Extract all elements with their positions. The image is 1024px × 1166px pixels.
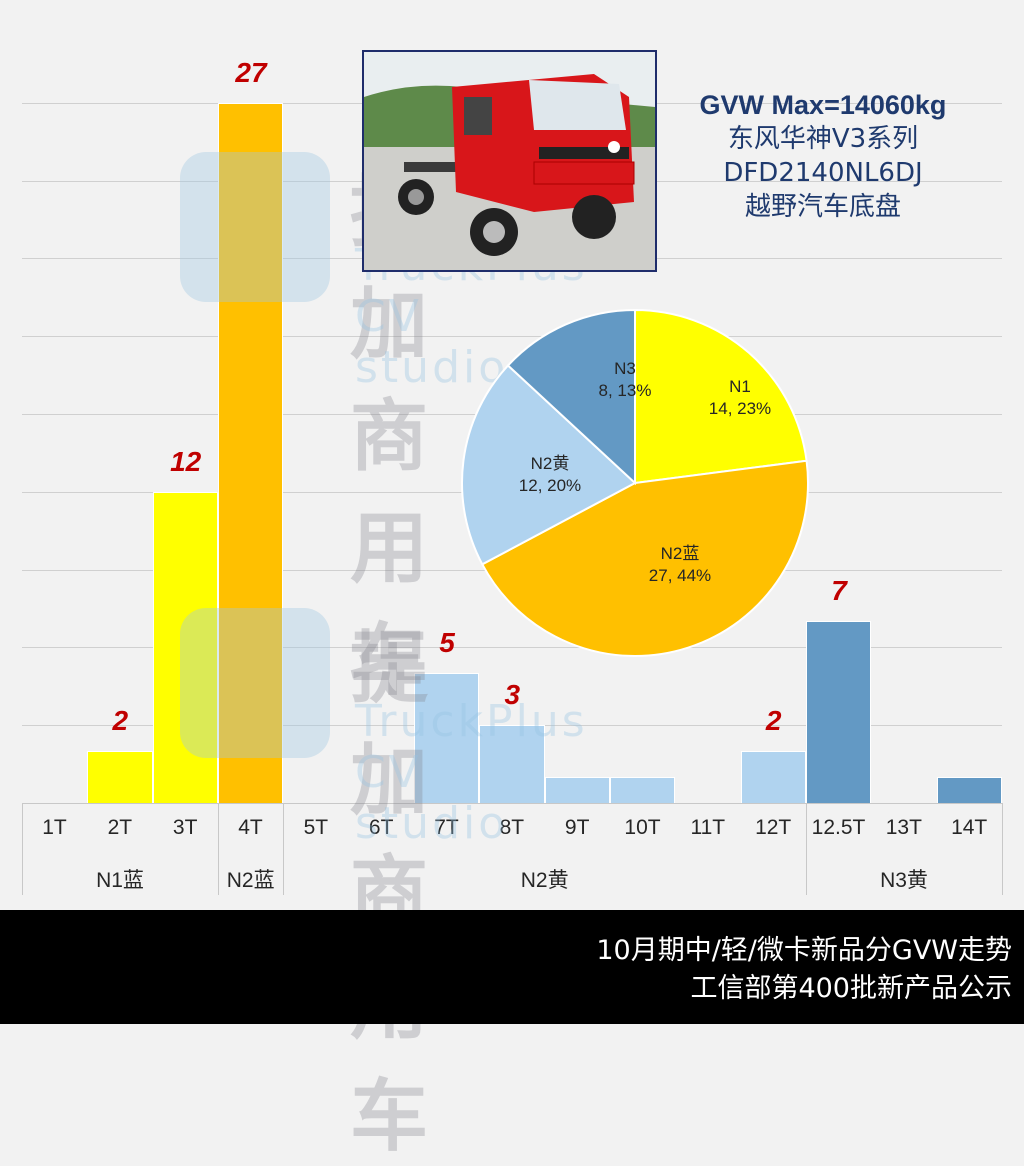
bar-chart: 1T 2 2T 12 3T 27 4T 5T 6T 5 7T 3 8T 9T 10T 11T 2 12T 7 12.5…: [22, 56, 1003, 895]
bar-value-label: 7: [831, 575, 847, 607]
bar-value-label: 5: [439, 627, 455, 659]
pie-slice-label: N2蓝 27, 44%: [648, 544, 712, 585]
x-tick-label: 10T: [624, 816, 661, 839]
truck-image-icon: [364, 52, 655, 270]
x-tick-label: 14T: [951, 816, 988, 839]
pie-slice-N2黄: [461, 364, 637, 566]
group-separator: [806, 803, 807, 895]
bar-value-label: 3: [504, 679, 521, 711]
group-separator: [218, 803, 219, 895]
bar-14T: [936, 777, 1002, 803]
bar-8T: [479, 725, 545, 803]
bar-3T: [152, 491, 218, 803]
bar-10T: [610, 777, 676, 803]
pie-chart: N1 14, 23% N2蓝 27, 44% N2黄 12, 20% N3 8, 13%: [460, 308, 810, 662]
x-group-label: N3黄: [880, 869, 928, 892]
x-group-label: N2蓝: [226, 869, 275, 892]
pie-slice-N1: [634, 308, 808, 485]
x-tick-label: 3T: [172, 816, 198, 839]
x-tick-label: 9T: [564, 816, 590, 839]
bar-value-label: 27: [235, 56, 267, 88]
pie-slice-label: N3 8, 13%: [598, 359, 652, 400]
vehicle-info: GVW Max=14060kg 东风华神V3系列 DFD2140NL6DJ 越野…: [668, 88, 978, 224]
bar-12.5T: [806, 621, 872, 803]
gvw-max: GVW Max=14060kg: [699, 90, 947, 120]
bar-2T: [87, 751, 153, 803]
x-tick-label: 12T: [755, 816, 792, 839]
footer-banner: 10月期中/轻/微卡新品分GVW走势 工信部第400批新产品公示: [0, 910, 1024, 1024]
group-separator: [283, 803, 284, 895]
bar-value-label: 2: [112, 705, 129, 737]
bar-12T: [740, 751, 806, 803]
bar-value-label: 2: [765, 705, 782, 737]
x-tick-label: 5T: [303, 816, 329, 839]
x-tick-label: 1T: [42, 816, 67, 839]
x-tick-label: 4T: [238, 816, 263, 839]
truck-photo: [362, 50, 657, 272]
x-group-label: N2黄: [520, 869, 569, 892]
x-axis-line: [22, 803, 1002, 804]
gridline: [22, 336, 1002, 337]
pie-slice-N2蓝: [480, 459, 809, 657]
pie-slice-N3: [506, 308, 636, 486]
x-tick-label: 11T: [690, 816, 726, 839]
bar-9T: [544, 777, 610, 803]
bar-7T: [414, 673, 480, 803]
x-tick-label: 7T: [434, 816, 459, 839]
x-group-label: N1蓝: [96, 869, 144, 892]
x-tick-label: 12.5T: [811, 816, 866, 839]
gridline: [22, 647, 1002, 648]
group-separator: [22, 803, 23, 895]
pie-slice-label: N2黄 12, 20%: [518, 454, 582, 495]
footer-title: 10月期中/轻/微卡新品分GVW走势: [596, 935, 1012, 966]
series-name: 东风华神V3系列: [727, 124, 919, 154]
x-tick-label: 13T: [885, 816, 922, 839]
footer-subtitle: 工信部第400批新产品公示: [690, 973, 1012, 1004]
vehicle-type: 越野汽车底盘: [744, 192, 901, 222]
pie-svg: [461, 308, 809, 657]
pie-slice-label: N1 14, 23%: [708, 377, 772, 418]
x-tick-label: 2T: [107, 816, 133, 839]
x-tick-label: 8T: [499, 816, 525, 839]
model-code: DFD2140NL6DJ: [723, 158, 923, 188]
bar-4T: [218, 102, 284, 803]
bar-value-label: 12: [170, 445, 202, 477]
x-tick-label: 6T: [368, 816, 394, 839]
group-separator: [1002, 803, 1003, 895]
